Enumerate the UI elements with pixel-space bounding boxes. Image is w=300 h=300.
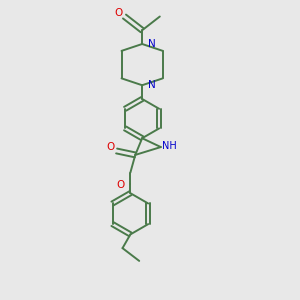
Text: O: O — [115, 8, 123, 18]
Text: O: O — [106, 142, 115, 152]
Text: NH: NH — [162, 141, 177, 151]
Text: O: O — [116, 180, 125, 190]
Text: N: N — [148, 38, 156, 49]
Text: N: N — [148, 80, 156, 90]
